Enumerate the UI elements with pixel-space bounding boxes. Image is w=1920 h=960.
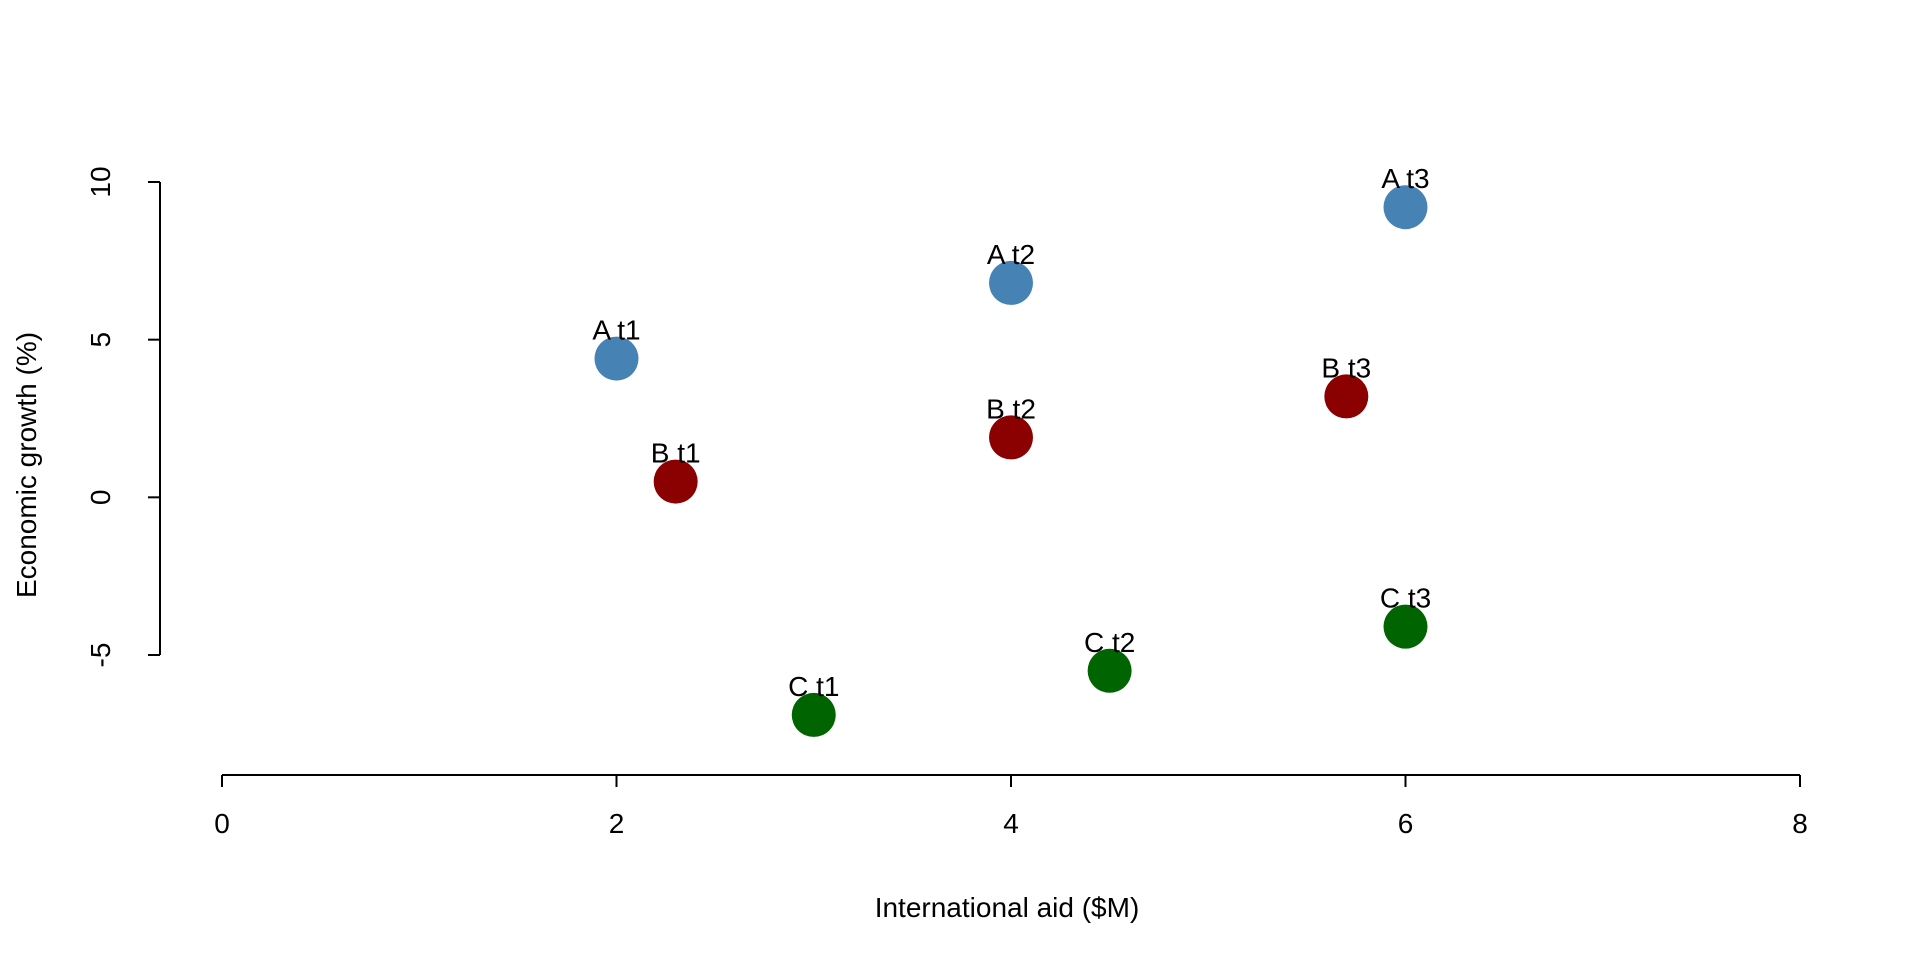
point-label: C t3 <box>1380 583 1431 614</box>
data-points: A t1 A t2 A t3 B t1 B t2 B t3 C t1 C t2 C t3 <box>592 163 1431 737</box>
x-tick-label: 8 <box>1792 808 1808 839</box>
data-point <box>989 260 1033 305</box>
point-label: A t3 <box>1381 163 1429 194</box>
x-tick-label: 0 <box>214 808 230 839</box>
data-point <box>989 415 1033 460</box>
x-axis-title: International aid ($M) <box>875 892 1140 923</box>
y-axis-title: Economic growth (%) <box>11 332 42 598</box>
point-label: B t1 <box>651 438 701 469</box>
x-tick-label: 2 <box>609 808 625 839</box>
data-point <box>1087 648 1132 693</box>
y-tick-label: 10 <box>85 166 116 197</box>
data-point <box>791 692 836 737</box>
point-label: A t1 <box>592 315 640 346</box>
point-label: A t2 <box>987 239 1035 270</box>
data-point <box>1324 374 1369 419</box>
point-label: B t2 <box>986 393 1036 424</box>
data-point <box>1383 185 1428 230</box>
y-tick-label: 5 <box>85 332 116 348</box>
point-label: B t3 <box>1321 352 1371 383</box>
data-point <box>653 459 698 504</box>
data-point <box>594 336 639 381</box>
y-axis: -5 0 5 10 <box>85 166 161 668</box>
point-label: C t2 <box>1084 627 1135 658</box>
data-point <box>1383 604 1428 649</box>
point-label: C t1 <box>788 671 839 702</box>
x-axis: 0 2 4 6 8 <box>214 774 1808 839</box>
y-tick-label: -5 <box>85 643 116 668</box>
x-tick-label: 4 <box>1003 808 1019 839</box>
x-tick-label: 6 <box>1398 808 1414 839</box>
y-tick-label: 0 <box>85 490 116 506</box>
